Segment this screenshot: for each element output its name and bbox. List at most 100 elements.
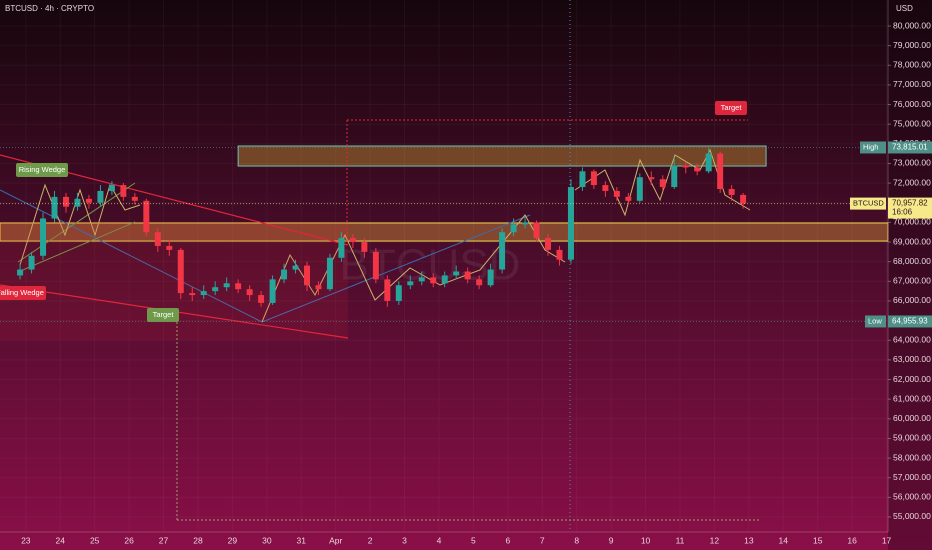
- candle-body: [177, 249, 184, 294]
- candle-body: [97, 190, 104, 203]
- y-tick-label: 72,000.00: [893, 177, 931, 187]
- x-tick-label: 9: [609, 535, 614, 545]
- x-tick-label: 4: [437, 535, 442, 545]
- candle-body: [533, 222, 540, 239]
- candle-body: [246, 289, 253, 296]
- price-tag: [888, 197, 932, 219]
- candle-body: [292, 265, 299, 270]
- x-tick-label: 12: [710, 535, 720, 545]
- annotation-box: [715, 101, 747, 115]
- candle-body: [189, 293, 196, 296]
- x-tick-label: 23: [21, 535, 31, 545]
- price-name: BTCUSD: [853, 199, 884, 208]
- price-tag-label: 70,957.82: [892, 199, 928, 208]
- candle-body: [717, 153, 724, 190]
- candle-body: [235, 283, 242, 290]
- y-tick-label: 60,000.00: [893, 413, 931, 423]
- y-tick-label: 79,000.00: [893, 40, 931, 50]
- price-name-tag: [865, 315, 886, 328]
- candle-body: [326, 257, 333, 290]
- candle-body: [51, 196, 58, 219]
- x-tick-label: 15: [813, 535, 823, 545]
- candle-body: [143, 200, 150, 233]
- candle-body: [407, 281, 414, 286]
- candle-body: [487, 269, 494, 286]
- candle-body: [476, 279, 483, 286]
- candle-body: [705, 153, 712, 172]
- candle-body: [200, 291, 207, 296]
- price-tag-label: 64,955.93: [892, 317, 928, 326]
- x-tick-label: 5: [471, 535, 476, 545]
- x-tick-label: 8: [574, 535, 579, 545]
- x-tick-label: 29: [228, 535, 238, 545]
- candle-body: [372, 251, 379, 280]
- annotation-box: [0, 286, 46, 300]
- candle-body: [17, 269, 24, 276]
- x-tick-label: 27: [159, 535, 169, 545]
- currency: USD: [896, 4, 913, 13]
- candle-body: [74, 198, 81, 207]
- y-tick-label: 67,000.00: [893, 276, 931, 286]
- candle-body: [567, 187, 574, 260]
- candle-body: [361, 242, 368, 252]
- annotation: Rising Wedge: [19, 165, 66, 174]
- candle-body: [223, 283, 230, 288]
- candle-body: [269, 279, 276, 303]
- annotation: Falling Wedge: [0, 288, 44, 297]
- x-tick-label: 28: [193, 535, 203, 545]
- price-name-tag: [850, 197, 886, 210]
- candle-body: [258, 295, 265, 303]
- x-tick-label: 24: [56, 535, 66, 545]
- candle-body: [499, 232, 506, 270]
- x-tick-label: 3: [402, 535, 407, 545]
- candle-body: [28, 255, 35, 270]
- candle-body: [625, 196, 632, 201]
- price-name-tag: [860, 141, 886, 154]
- candle-body: [659, 179, 666, 188]
- price-tag: [888, 315, 932, 328]
- y-tick-label: 61,000.00: [893, 393, 931, 403]
- y-tick-label: 70,000.00: [893, 217, 931, 227]
- annotation-box: [16, 163, 68, 177]
- candle-body: [636, 177, 643, 201]
- candle-body: [384, 279, 391, 301]
- x-tick-label: 26: [124, 535, 134, 545]
- grid: [0, 0, 888, 532]
- y-tick-label: 77,000.00: [893, 79, 931, 89]
- chart-title: BTCUSD · 4h · CRYPTO: [5, 4, 94, 13]
- y-tick-label: 75,000.00: [893, 118, 931, 128]
- candle-body: [315, 285, 322, 290]
- y-tick-label: 58,000.00: [893, 452, 931, 462]
- candle-body: [671, 165, 678, 188]
- candle-body: [120, 185, 127, 197]
- x-tick-label: 17: [882, 535, 892, 545]
- zones: [0, 145, 889, 242]
- price-name: Low: [868, 316, 882, 325]
- trend-line: [0, 189, 263, 323]
- candle-body: [131, 196, 138, 201]
- candle-body: [590, 171, 597, 186]
- x-tick-label: 13: [744, 535, 754, 545]
- x-tick-label: 25: [90, 535, 100, 545]
- annotation: Target: [153, 310, 175, 319]
- candle-body: [430, 277, 437, 284]
- zigzag: [19, 183, 141, 266]
- candle-body: [281, 269, 288, 280]
- annotation: Target: [721, 103, 743, 112]
- price-tag: [888, 141, 932, 154]
- candle-body: [418, 277, 425, 282]
- y-tick-label: 57,000.00: [893, 472, 931, 482]
- x-tick-label: 7: [540, 535, 545, 545]
- y-tick-label: 69,000.00: [893, 236, 931, 246]
- candle-body: [166, 245, 173, 250]
- y-tick-label: 78,000.00: [893, 60, 931, 70]
- x-tick-label: 16: [847, 535, 857, 545]
- candle-body: [108, 185, 115, 191]
- candle-body: [740, 194, 747, 204]
- candle-body: [510, 224, 517, 233]
- y-tick-label: 76,000.00: [893, 99, 931, 109]
- y-tick-label: 68,000.00: [893, 256, 931, 266]
- y-tick-label: 62,000.00: [893, 374, 931, 384]
